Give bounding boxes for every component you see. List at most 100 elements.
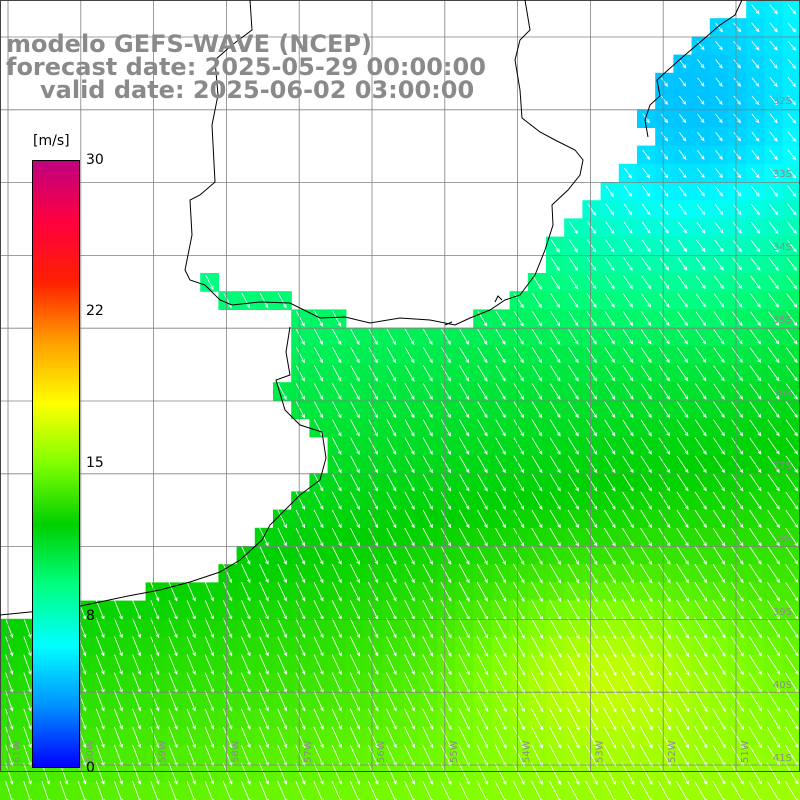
- wind-arrow: [566, 689, 580, 713]
- wind-arrow: [440, 527, 452, 547]
- wind-arrow: [731, 311, 743, 327]
- wind-arrow: [639, 617, 653, 640]
- wind-arrow: [349, 762, 361, 785]
- wind-arrow: [513, 473, 525, 492]
- wind-arrow: [241, 744, 251, 767]
- wind-arrow: [350, 401, 360, 419]
- wind-arrow: [277, 618, 287, 639]
- wind-arrow: [331, 744, 342, 767]
- wind-arrow: [695, 311, 707, 327]
- wind-arrow: [132, 708, 142, 730]
- wind-arrow: [495, 347, 506, 364]
- wind-arrow: [367, 726, 379, 749]
- lat-lon-grid: [0, 0, 800, 772]
- wind-cell: [400, 782, 420, 800]
- wind-arrow: [440, 726, 452, 749]
- wind-arrow: [23, 618, 32, 639]
- wind-arrow: [531, 563, 543, 584]
- wind-arrow: [495, 473, 506, 492]
- wind-arrow: [676, 365, 689, 382]
- wind-arrow: [678, 168, 687, 179]
- wind-cell: [163, 782, 183, 800]
- wind-arrow: [568, 257, 579, 272]
- wind-arrow: [530, 635, 544, 658]
- wind-arrow: [585, 527, 598, 547]
- wind-arrow: [657, 635, 672, 658]
- wind-arrow: [694, 419, 707, 437]
- wind-arrow: [712, 635, 726, 657]
- wind-arrow: [550, 329, 561, 345]
- wind-arrow: [132, 744, 142, 767]
- wind-arrow: [476, 635, 489, 658]
- wind-arrow: [676, 509, 689, 529]
- wind-arrow: [586, 239, 597, 253]
- wind-arrow: [603, 617, 617, 640]
- wind-arrow: [695, 365, 707, 382]
- wind-arrow: [386, 708, 397, 730]
- wind-arrow: [5, 636, 14, 657]
- wind-arrow: [751, 113, 760, 124]
- wind-arrow: [603, 689, 617, 713]
- wind-arrow: [168, 654, 178, 675]
- wind-arrow: [567, 780, 580, 800]
- wind-arrow: [659, 257, 670, 271]
- wind-arrow: [204, 762, 215, 785]
- wind-arrow: [715, 22, 723, 33]
- wind-cell: [582, 782, 602, 800]
- wind-arrow: [567, 401, 579, 419]
- wind-arrow: [168, 744, 178, 767]
- wind-arrow: [677, 329, 688, 345]
- wind-arrow: [769, 113, 778, 124]
- wind-arrow: [440, 762, 452, 785]
- wind-arrow: [422, 491, 433, 511]
- wind-arrow: [531, 455, 543, 474]
- wind-arrow: [769, 4, 778, 15]
- wind-arrow: [733, 149, 742, 160]
- wind-arrow: [386, 328, 397, 346]
- wind-arrow: [586, 365, 597, 382]
- wind-arrow: [712, 563, 726, 584]
- wind-arrow: [295, 347, 305, 364]
- wind-arrow: [404, 636, 415, 657]
- wind-arrow: [386, 527, 397, 547]
- wind-arrow: [694, 617, 708, 639]
- wind-arrow: [622, 347, 634, 364]
- wind-arrow: [712, 653, 726, 676]
- wind-arrow: [658, 401, 670, 419]
- wind-arrow: [495, 437, 506, 455]
- wind-arrow: [259, 690, 269, 712]
- wind-arrow: [476, 617, 489, 639]
- wind-arrow: [715, 41, 723, 51]
- wind-arrow: [494, 563, 507, 584]
- wind-arrow: [295, 545, 306, 565]
- wind-arrow: [295, 365, 305, 382]
- wind-arrow: [749, 491, 762, 510]
- wind-arrow: [295, 328, 305, 346]
- wind-arrow: [748, 618, 762, 639]
- wind-arrow: [751, 149, 760, 161]
- wind-arrow: [114, 708, 123, 730]
- wind-arrow: [549, 455, 561, 474]
- wind-arrow: [769, 95, 778, 106]
- wind-arrow: [568, 347, 579, 364]
- wind-arrow: [751, 40, 760, 51]
- wind-arrow: [440, 509, 452, 529]
- wind-cell: [782, 36, 800, 56]
- wind-arrow: [277, 582, 287, 602]
- wind-arrow: [132, 654, 141, 675]
- valid-date: valid date: 2025-06-02 03:00:00: [40, 76, 475, 104]
- wind-arrow: [675, 726, 690, 749]
- wind-arrow: [786, 239, 797, 253]
- wind-arrow: [259, 636, 269, 657]
- wind-arrow: [585, 707, 599, 731]
- wind-arrow: [585, 617, 599, 640]
- wind-arrow: [422, 726, 434, 749]
- wind-arrow: [495, 383, 506, 400]
- lat-label: 33S: [773, 169, 792, 180]
- wind-arrow: [277, 564, 287, 584]
- wind-arrow: [767, 563, 780, 584]
- wind-arrow: [477, 347, 488, 364]
- wind-arrow: [350, 383, 360, 400]
- wind-arrow: [623, 275, 633, 290]
- wind-arrow: [584, 689, 599, 713]
